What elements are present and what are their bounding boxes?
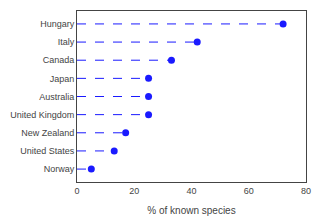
svg-text:0: 0	[74, 186, 79, 196]
svg-text:80: 80	[301, 186, 311, 196]
svg-text:Italy: Italy	[58, 37, 75, 47]
svg-text:Hungary: Hungary	[40, 19, 75, 29]
svg-text:Norway: Norway	[44, 164, 75, 174]
svg-text:20: 20	[129, 186, 139, 196]
svg-text:% of known species: % of known species	[147, 205, 235, 216]
svg-text:United States: United States	[20, 146, 75, 156]
svg-text:United Kingdom: United Kingdom	[10, 110, 74, 120]
svg-text:Canada: Canada	[43, 55, 75, 65]
svg-text:60: 60	[244, 186, 254, 196]
svg-text:New Zealand: New Zealand	[21, 128, 74, 138]
svg-text:Australia: Australia	[39, 92, 74, 102]
svg-text:40: 40	[186, 186, 196, 196]
svg-text:Japan: Japan	[50, 74, 75, 84]
